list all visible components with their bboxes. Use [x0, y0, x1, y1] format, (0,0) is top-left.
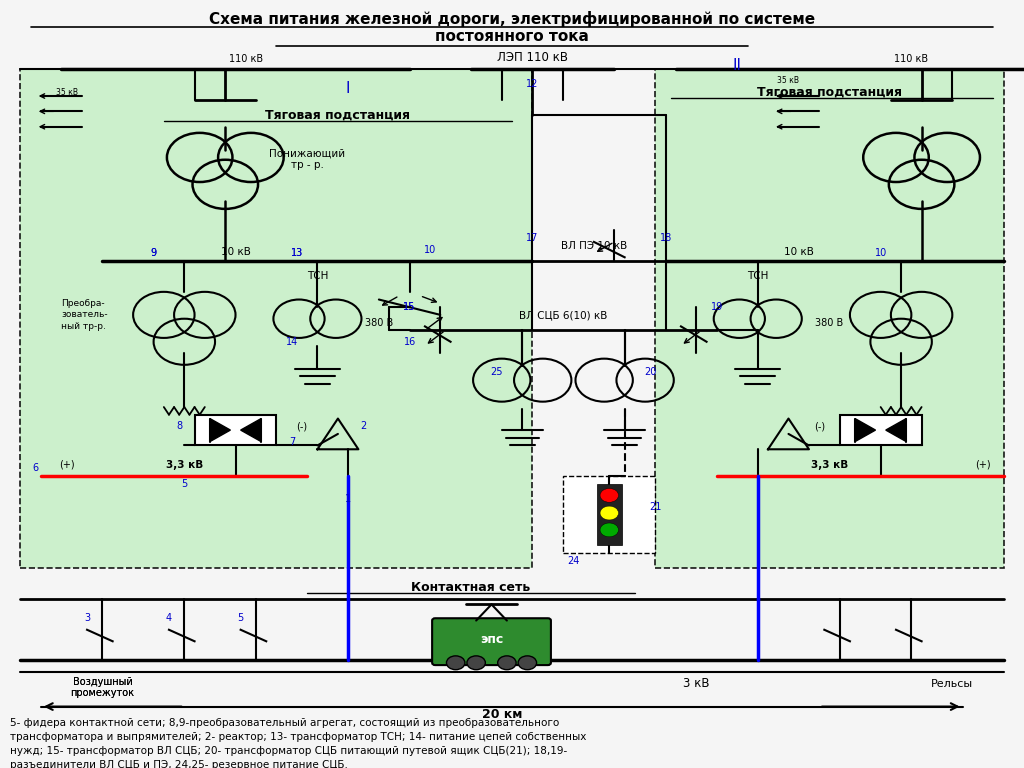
Text: 5: 5	[238, 613, 244, 624]
Text: 24: 24	[567, 555, 580, 566]
Text: Рельсы: Рельсы	[931, 678, 974, 689]
Text: 14: 14	[286, 336, 298, 347]
Text: 3: 3	[84, 613, 90, 624]
Text: ВЛ ПЭ 10 кВ: ВЛ ПЭ 10 кВ	[561, 240, 627, 251]
Text: постоянного тока: постоянного тока	[435, 29, 589, 45]
Text: 9: 9	[151, 248, 157, 259]
Text: эпс: эпс	[480, 634, 503, 646]
Bar	[597, 484, 622, 545]
Bar	[195, 415, 276, 445]
Text: Контактная сеть: Контактная сеть	[412, 581, 530, 594]
Text: 3 кВ: 3 кВ	[683, 677, 710, 690]
Text: (-): (-)	[814, 421, 824, 432]
Text: 35 кВ: 35 кВ	[777, 76, 800, 85]
Text: 1: 1	[345, 494, 351, 505]
Text: 6: 6	[33, 463, 39, 474]
Text: 35 кВ: 35 кВ	[55, 88, 78, 97]
Text: 10: 10	[874, 248, 887, 259]
Text: Тяговая подстанция: Тяговая подстанция	[757, 86, 902, 98]
Text: ный тр-р.: ный тр-р.	[61, 322, 106, 331]
Text: 380 В: 380 В	[815, 317, 844, 328]
Bar	[563, 476, 655, 553]
Text: 110 кВ: 110 кВ	[894, 54, 929, 65]
Circle shape	[446, 656, 465, 670]
Text: 4: 4	[166, 613, 172, 624]
Text: II: II	[733, 58, 741, 73]
Text: 5: 5	[181, 478, 187, 489]
Text: 3,3 кВ: 3,3 кВ	[811, 459, 848, 470]
Text: 15: 15	[403, 302, 416, 313]
Bar	[840, 415, 922, 445]
Text: 20 км: 20 км	[481, 708, 522, 720]
Text: ТСН: ТСН	[748, 271, 768, 282]
FancyBboxPatch shape	[432, 618, 551, 665]
Text: 10: 10	[424, 244, 436, 255]
Text: 2: 2	[360, 421, 367, 432]
Text: 8: 8	[176, 421, 182, 432]
Polygon shape	[855, 419, 876, 442]
Text: Схема питания железной дороги, электрифицированной по системе: Схема питания железной дороги, электрифи…	[209, 12, 815, 27]
Circle shape	[467, 656, 485, 670]
Text: 9: 9	[151, 248, 157, 259]
Text: ВЛ СЦБ 6(10) кВ: ВЛ СЦБ 6(10) кВ	[519, 310, 607, 320]
Text: (+): (+)	[58, 459, 75, 470]
Polygon shape	[241, 419, 261, 442]
Text: 13: 13	[291, 248, 303, 259]
Text: 5- фидера контактной сети; 8,9-преобразовательный агрегат, состоящий из преобраз: 5- фидера контактной сети; 8,9-преобразо…	[10, 718, 587, 768]
Text: (-): (-)	[297, 421, 307, 432]
Text: 16: 16	[403, 336, 416, 347]
Text: 20: 20	[644, 367, 656, 378]
Text: 13: 13	[291, 248, 303, 259]
Text: 19: 19	[711, 302, 723, 313]
Polygon shape	[886, 419, 906, 442]
Text: Преобра-: Преобра-	[61, 299, 105, 308]
Bar	[20, 69, 532, 568]
Text: Понижающий: Понижающий	[269, 148, 345, 159]
Circle shape	[498, 656, 516, 670]
Text: 12: 12	[526, 79, 539, 90]
Text: 3,3 кВ: 3,3 кВ	[166, 459, 203, 470]
Text: тр - р.: тр - р.	[291, 160, 324, 170]
Text: 110 кВ: 110 кВ	[228, 54, 263, 65]
Text: Воздушный
промежуток: Воздушный промежуток	[71, 677, 134, 698]
Text: Воздушный
промежуток: Воздушный промежуток	[71, 677, 134, 698]
Text: 10 кВ: 10 кВ	[220, 247, 251, 257]
Text: 7: 7	[289, 436, 295, 447]
Bar	[655, 69, 1004, 568]
Circle shape	[600, 523, 618, 537]
Circle shape	[518, 656, 537, 670]
Text: 25: 25	[490, 367, 503, 378]
Circle shape	[600, 488, 618, 502]
Text: 21: 21	[649, 502, 662, 512]
Text: ЛЭП 110 кВ: ЛЭП 110 кВ	[497, 51, 568, 64]
Text: зователь-: зователь-	[61, 310, 109, 319]
Text: Тяговая подстанция: Тяговая подстанция	[265, 109, 411, 121]
Text: 15: 15	[403, 302, 416, 313]
Circle shape	[600, 506, 618, 520]
Text: ТСН: ТСН	[307, 271, 328, 282]
Text: 380 В: 380 В	[365, 317, 393, 328]
Text: I: I	[346, 81, 350, 96]
Text: 18: 18	[659, 233, 672, 243]
Text: (+): (+)	[975, 459, 991, 470]
Text: 10 кВ: 10 кВ	[783, 247, 814, 257]
Text: 17: 17	[526, 233, 539, 243]
Polygon shape	[210, 419, 230, 442]
